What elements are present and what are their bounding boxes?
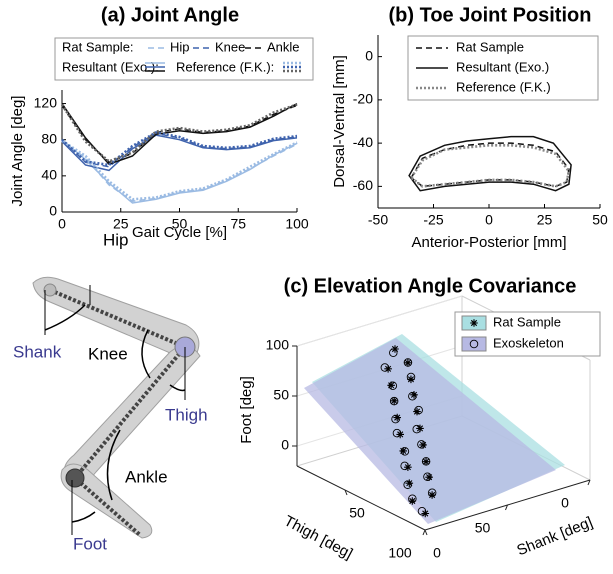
legend-entry: Ankle: [267, 39, 300, 54]
y-axis-label: Joint Angle [deg]: [9, 96, 26, 207]
data-line: [62, 104, 297, 165]
x-tick: [425, 530, 427, 535]
y-tick-label: -20: [353, 91, 373, 107]
data-line: [62, 105, 297, 162]
hip-joint: [44, 284, 56, 296]
legend-label: Rat Sample:: [62, 39, 134, 54]
chart-title: (c) Elevation Angle Covariance: [284, 275, 577, 297]
z-tick-label: 50: [273, 387, 289, 403]
legend-label: Reference (F.K.):: [176, 59, 274, 74]
x-tick-label: -50: [368, 212, 388, 228]
x-tick-label: 25: [113, 216, 129, 232]
y-tick-label: -40: [353, 134, 373, 150]
y-tick-label: 120: [34, 94, 58, 110]
data-line: [62, 140, 297, 203]
data-line: [62, 141, 297, 200]
legend-label: Resultant (Exo.):: [62, 59, 159, 74]
z-axis-label: Foot [deg]: [238, 376, 255, 444]
y-axis-label: Shank [deg]: [515, 514, 596, 560]
y-tick-label: 0: [365, 47, 373, 63]
diagram-label: Foot: [73, 534, 107, 553]
marker: [413, 408, 421, 416]
marker: [410, 391, 418, 399]
y-axis-label: Dorsal-Ventral [mm]: [331, 55, 348, 188]
x-tick-label: 0: [485, 212, 493, 228]
data-line: [411, 145, 569, 186]
figure: Hip Shank Knee Thigh Ankle Foot (a) Join…: [0, 0, 613, 574]
y-tick-label: 50: [475, 520, 491, 536]
chart-title: (a) Joint Angle: [101, 4, 239, 26]
marker: [470, 319, 478, 327]
z-tick-label: 100: [266, 337, 290, 353]
data-line: [409, 137, 571, 191]
x-tick-label: -25: [423, 212, 443, 228]
legend-entry: Rat Sample: [456, 39, 524, 54]
legend-entry: Knee: [215, 39, 245, 54]
x-tick-label: 25: [537, 212, 553, 228]
marker: [406, 479, 414, 487]
data-line: [62, 105, 297, 162]
leg-diagram: Hip Shank Knee Thigh Ankle Foot: [13, 230, 208, 553]
x-tick-label: 100: [285, 216, 309, 232]
y-tick: [423, 530, 425, 535]
y-tick-label: 40: [41, 167, 57, 183]
x-axis-label: Anterior-Posterior [mm]: [411, 234, 566, 251]
legend-entry: Resultant (Exo.): [456, 59, 549, 74]
angle-arc: [170, 385, 185, 390]
chart-title: (b) Toe Joint Position: [389, 4, 592, 26]
x-axis-label: Gait Cycle [%]: [132, 224, 227, 241]
x-tick-label: 0: [433, 545, 441, 561]
z-tick-label: 0: [281, 437, 289, 453]
diagram-label: Hip: [103, 230, 129, 249]
y-tick-label: -60: [353, 177, 373, 193]
legend-entry: Rat Sample: [493, 314, 561, 329]
diagram-label: Knee: [88, 344, 128, 363]
x-tick-label: 50: [592, 212, 608, 228]
legend-entry: Hip: [170, 39, 190, 54]
y-tick-label: 0: [49, 203, 57, 219]
legend-entry: Reference (F.K.): [456, 79, 551, 94]
marker: [393, 414, 401, 422]
diagram-label: Thigh: [165, 405, 208, 424]
angle-arc: [72, 512, 95, 522]
legend-swatch: [462, 337, 486, 351]
x-axis-label: Thigh [deg]: [281, 512, 355, 562]
grid-line: [297, 296, 462, 346]
x-tick-label: 50: [349, 505, 365, 521]
y-tick-label: 100: [388, 545, 412, 561]
legend-entry: Exoskeleton: [493, 335, 564, 350]
y-tick-label: 80: [41, 130, 57, 146]
diagram-label: Ankle: [125, 467, 168, 486]
y-tick-label: 0: [561, 495, 569, 511]
x-tick-label: 75: [230, 216, 246, 232]
diagram-label: Shank: [13, 342, 62, 361]
x-tick-label: 0: [58, 216, 66, 232]
ankle-joint: [66, 469, 84, 487]
